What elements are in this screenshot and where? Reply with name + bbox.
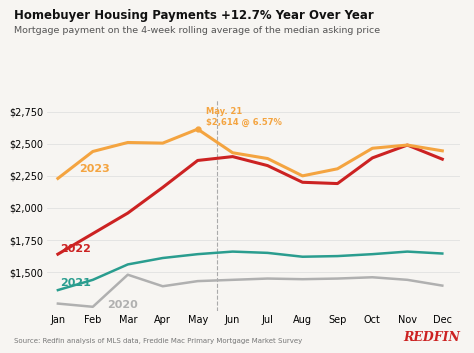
Text: 2022: 2022 — [60, 244, 91, 253]
Text: REDFIN: REDFIN — [403, 331, 460, 344]
Text: Source: Redfin analysis of MLS data, Freddie Mac Primary Mortgage Market Survey: Source: Redfin analysis of MLS data, Fre… — [14, 338, 302, 344]
Text: 2020: 2020 — [107, 300, 137, 310]
Text: Homebuyer Housing Payments +12.7% Year Over Year: Homebuyer Housing Payments +12.7% Year O… — [14, 9, 374, 22]
Text: Mortgage payment on the 4-week rolling average of the median asking price: Mortgage payment on the 4-week rolling a… — [14, 26, 380, 35]
Text: May. 21
$2,614 @ 6.57%: May. 21 $2,614 @ 6.57% — [206, 107, 283, 127]
Text: 2021: 2021 — [60, 277, 91, 288]
Text: 2023: 2023 — [79, 164, 109, 174]
